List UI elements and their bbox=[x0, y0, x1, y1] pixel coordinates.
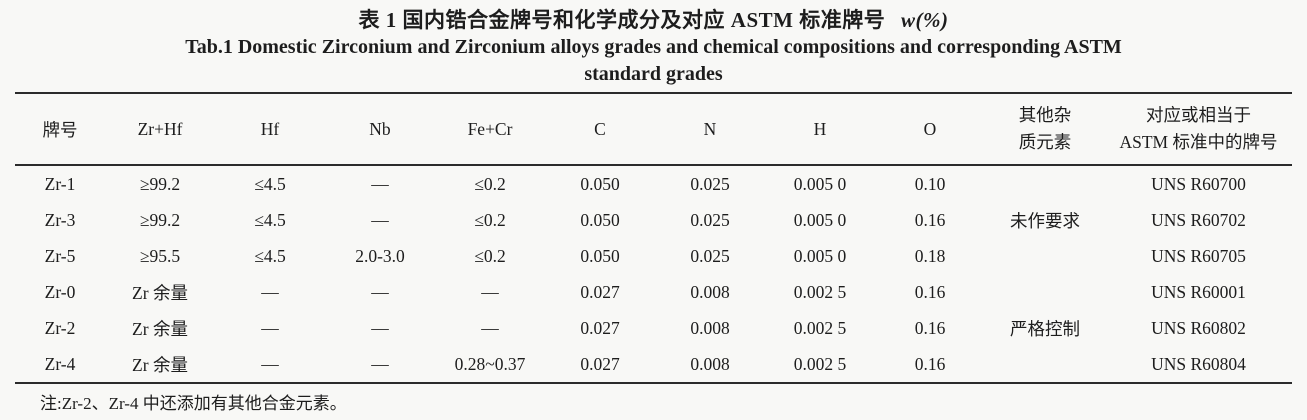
table-cell: 0.025 bbox=[690, 209, 730, 230]
table-cell: 0.16 bbox=[914, 281, 946, 302]
column-header-n: N bbox=[655, 93, 765, 166]
table-cell: Zr 余量 bbox=[132, 354, 188, 375]
table-row-zr3: Zr-3 ≥99.2 ≤4.5 — ≤0.2 0.050 0.025 0.005… bbox=[15, 202, 1292, 238]
cell-grade: Zr-3 bbox=[44, 209, 76, 230]
cell-grade: Zr-1 bbox=[44, 173, 76, 194]
table-cell: ≥99.2 bbox=[139, 209, 181, 230]
cell-astm: UNS R60705 bbox=[1151, 245, 1246, 266]
table-title-chinese: 表 1 国内锆合金牌号和化学成分及对应 ASTM 标准牌号 w(%) bbox=[0, 6, 1307, 34]
column-header-other-line1: 其他杂 bbox=[1018, 104, 1072, 125]
table-cell: — bbox=[261, 353, 279, 374]
table-cell: ≤0.2 bbox=[474, 245, 506, 266]
table-cell: 0.005 0 bbox=[793, 173, 847, 194]
column-header-fe-cr: Fe+Cr bbox=[435, 93, 545, 166]
table-cell: 0.16 bbox=[914, 209, 946, 230]
table-cell: — bbox=[371, 173, 389, 194]
cell-other-impurities-group-1: 未作要求 bbox=[1010, 210, 1080, 231]
composition-table: 牌号 Zr+Hf Hf Nb Fe+Cr C N H O 其他杂 质元素 对应或… bbox=[15, 92, 1292, 384]
table-cell: ≤4.5 bbox=[254, 209, 286, 230]
table-cell: 0.025 bbox=[690, 173, 730, 194]
table-cell: 0.025 bbox=[690, 245, 730, 266]
table-row-zr5: Zr-5 ≥95.5 ≤4.5 2.0-3.0 ≤0.2 0.050 0.025… bbox=[15, 238, 1292, 274]
table-cell: ≤0.2 bbox=[474, 209, 506, 230]
column-header-h: H bbox=[765, 93, 875, 166]
cell-grade: Zr-0 bbox=[44, 281, 76, 302]
table-cell: — bbox=[481, 281, 499, 302]
table-cell: — bbox=[481, 317, 499, 338]
composition-table-wrapper: 牌号 Zr+Hf Hf Nb Fe+Cr C N H O 其他杂 质元素 对应或… bbox=[15, 92, 1292, 384]
table-cell: 0.050 bbox=[580, 209, 620, 230]
column-header-astm-line2: ASTM 标准中的牌号 bbox=[1119, 132, 1278, 152]
table-cell: 0.008 bbox=[690, 353, 730, 374]
table-cell: 0.005 0 bbox=[793, 245, 847, 266]
table-cell: 2.0-3.0 bbox=[355, 245, 405, 266]
table-cell: — bbox=[371, 353, 389, 374]
table-cell: 0.002 5 bbox=[793, 353, 847, 374]
table-cell: 0.10 bbox=[914, 173, 946, 194]
column-header-zr-hf: Zr+Hf bbox=[105, 93, 215, 166]
header-row: 牌号 Zr+Hf Hf Nb Fe+Cr C N H O 其他杂 质元素 对应或… bbox=[15, 93, 1292, 166]
column-header-other-line2: 质元素 bbox=[1018, 132, 1072, 152]
table-cell: 0.002 5 bbox=[793, 281, 847, 302]
table-row-zr2: Zr-2 Zr 余量 — — — 0.027 0.008 0.002 5 0.1… bbox=[15, 310, 1292, 346]
table-cell: 0.008 bbox=[690, 317, 730, 338]
cell-astm: UNS R60700 bbox=[1151, 173, 1246, 194]
table-cell: 0.16 bbox=[914, 353, 946, 374]
table-cell: 0.002 5 bbox=[793, 317, 847, 338]
table-cell: 0.16 bbox=[914, 317, 946, 338]
table-cell: 0.027 bbox=[580, 317, 620, 338]
table-cell: ≤4.5 bbox=[254, 245, 286, 266]
table-cell: Zr 余量 bbox=[132, 282, 188, 303]
table-cell: Zr 余量 bbox=[132, 318, 188, 339]
table-cell: 0.005 0 bbox=[793, 209, 847, 230]
table-row-zr0: Zr-0 Zr 余量 — — — 0.027 0.008 0.002 5 0.1… bbox=[15, 274, 1292, 339]
table-cell: — bbox=[371, 281, 389, 302]
cell-grade: Zr-4 bbox=[44, 353, 76, 374]
table-cell: — bbox=[371, 209, 389, 230]
cell-astm: UNS R60001 bbox=[1151, 281, 1246, 302]
table-cell: 0.28~0.37 bbox=[454, 353, 526, 374]
cell-grade: Zr-5 bbox=[44, 245, 76, 266]
cell-astm: UNS R60802 bbox=[1151, 317, 1246, 338]
table-cell: 0.008 bbox=[690, 281, 730, 302]
table-cell: — bbox=[261, 317, 279, 338]
table-cell: ≥95.5 bbox=[139, 245, 181, 266]
column-header-grade: 牌号 bbox=[15, 93, 105, 166]
column-header-o: O bbox=[875, 93, 985, 166]
table-caption-block: 表 1 国内锆合金牌号和化学成分及对应 ASTM 标准牌号 w(%) Tab.1… bbox=[0, 6, 1307, 88]
table-cell: 0.027 bbox=[580, 281, 620, 302]
table-cell: 0.050 bbox=[580, 245, 620, 266]
table-cell: ≤0.2 bbox=[474, 173, 506, 194]
table-cell: ≥99.2 bbox=[139, 173, 181, 194]
table-title-english-line2: standard grades bbox=[584, 63, 723, 86]
cell-grade: Zr-2 bbox=[44, 317, 76, 338]
table-row-zr1: Zr-1 ≥99.2 ≤4.5 — ≤0.2 0.050 0.025 0.005… bbox=[15, 165, 1292, 231]
column-header-c: C bbox=[545, 93, 655, 166]
table-cell: ≤4.5 bbox=[254, 173, 286, 194]
column-header-astm-line1: 对应或相当于 bbox=[1146, 104, 1251, 125]
table-cell: 0.18 bbox=[914, 245, 946, 266]
table-cell: — bbox=[371, 317, 389, 338]
table-footnote: 注:Zr-2、Zr-4 中还添加有其他合金元素。 bbox=[40, 394, 347, 413]
column-header-nb: Nb bbox=[325, 93, 435, 166]
column-header-other-impurities: 其他杂 质元素 bbox=[985, 93, 1105, 166]
column-header-hf: Hf bbox=[215, 93, 325, 166]
table-cell: 0.050 bbox=[580, 173, 620, 194]
table-cell: 0.027 bbox=[580, 353, 620, 374]
cell-astm: UNS R60702 bbox=[1151, 209, 1246, 230]
table-title-chinese-text: 表 1 国内锆合金牌号和化学成分及对应 ASTM 标准牌号 bbox=[358, 8, 886, 32]
table-title-english-line1: Tab.1 Domestic Zirconium and Zirconium a… bbox=[185, 36, 1122, 59]
table-row-zr4: Zr-4 Zr 余量 — — 0.28~0.37 0.027 0.008 0.0… bbox=[15, 346, 1292, 383]
cell-astm: UNS R60804 bbox=[1151, 353, 1246, 374]
table-cell: — bbox=[261, 281, 279, 302]
mass-fraction-unit-label: w(%) bbox=[900, 8, 949, 32]
column-header-astm-grade: 对应或相当于 ASTM 标准中的牌号 bbox=[1105, 93, 1292, 166]
cell-other-impurities-group-2: 严格控制 bbox=[1010, 318, 1080, 339]
